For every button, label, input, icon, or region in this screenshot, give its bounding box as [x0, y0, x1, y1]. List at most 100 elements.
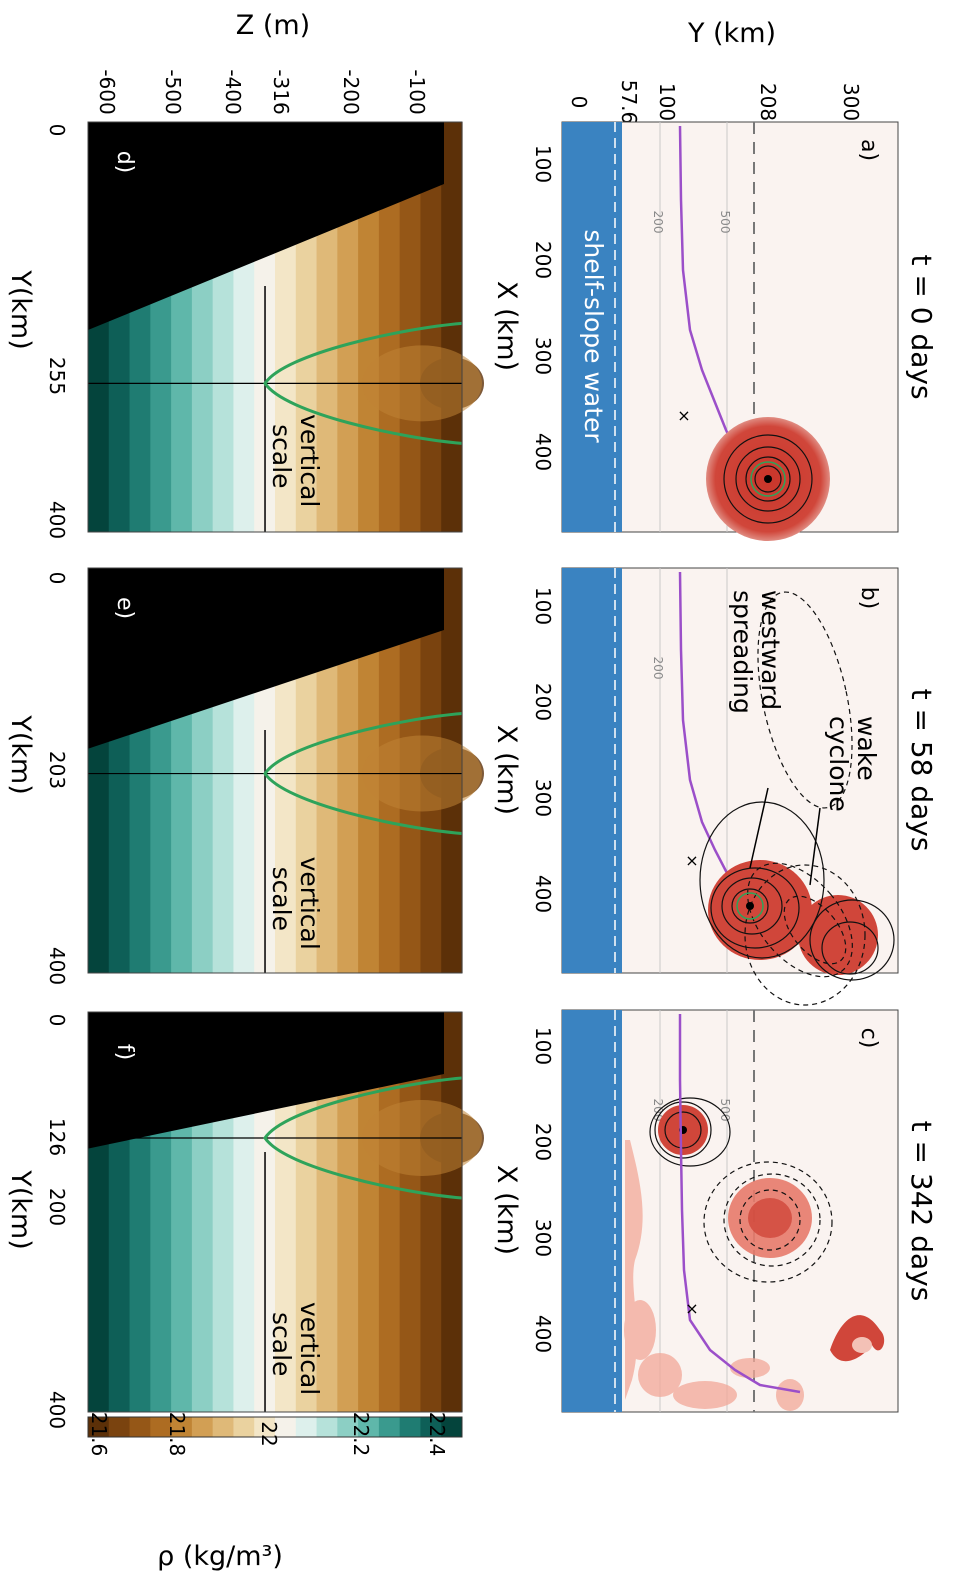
- colorbar-ticks: 22.4 22.2 22 21.8 21.6: [87, 1412, 449, 1457]
- colorbar-swatch: [337, 1417, 359, 1437]
- colorbar-swatch: [108, 1417, 131, 1437]
- colorbar-swatch: [254, 1417, 276, 1437]
- density-layer: [358, 1012, 380, 1412]
- westward-label-1: westward: [756, 590, 785, 710]
- panel-label-b: b): [856, 587, 881, 610]
- vertical-scale-label-1: vertical: [295, 857, 324, 950]
- svg-text:126: 126: [45, 1118, 69, 1156]
- section-frame: [87, 567, 463, 974]
- eddy-b: [708, 860, 812, 960]
- colorbar-swatch: [358, 1417, 380, 1437]
- svg-text:-316: -316: [269, 69, 293, 114]
- svg-text:200: 200: [45, 1188, 69, 1226]
- svg-text:200: 200: [531, 241, 555, 279]
- isobath-label-200-a: 200: [651, 211, 665, 234]
- panel-label-d: d): [112, 151, 137, 174]
- density-layer: [378, 122, 401, 532]
- colorbar-swatch: [420, 1417, 442, 1437]
- svg-text:203: 203: [45, 751, 69, 789]
- shelf-region-a: [562, 122, 622, 532]
- colorbar: [87, 1416, 463, 1438]
- svg-text:300: 300: [531, 337, 555, 375]
- westward-label-2: spreading: [728, 590, 757, 714]
- panel-label-a: a): [856, 139, 881, 161]
- svg-text:22.4: 22.4: [425, 1412, 449, 1457]
- eddy-green-a: [750, 461, 786, 497]
- svg-text:21.6: 21.6: [87, 1412, 111, 1457]
- y-tick-208: 208: [756, 83, 780, 121]
- svg-text:300: 300: [531, 1219, 555, 1257]
- shelf-region-b: [562, 568, 622, 973]
- svg-text:100: 100: [531, 1027, 555, 1065]
- eddy-center-b: [746, 902, 754, 910]
- bottom-ylabel: Z (m): [236, 10, 310, 41]
- eddy-contours-a: [723, 434, 813, 524]
- vertical-scale-label-1: vertical: [295, 414, 324, 507]
- bottom-xlabel-f: Y(km): [5, 1169, 36, 1250]
- panel-label-c: c): [856, 1028, 881, 1049]
- colorbar-swatch: [316, 1417, 338, 1437]
- density-layer: [295, 1012, 318, 1412]
- svg-text:400: 400: [531, 1315, 555, 1353]
- green-profile: [263, 1076, 463, 1200]
- topography: [88, 122, 444, 330]
- vertical-scale-label-2: scale: [267, 424, 296, 488]
- top-xlabel-b: X (km): [491, 725, 522, 815]
- isobath-label-500-c: 500: [718, 1099, 732, 1122]
- colorbar-swatch: [212, 1417, 234, 1437]
- svg-text:21.8: 21.8: [165, 1412, 189, 1457]
- colorbar-swatch: [295, 1417, 318, 1437]
- svg-text:22.2: 22.2: [349, 1412, 373, 1457]
- density-layer: [337, 568, 359, 973]
- colorbar-swatch: [88, 1417, 110, 1437]
- green-profile: [263, 712, 463, 836]
- wake-cyclone-contours-b: [744, 591, 866, 1006]
- wake-label-1: wake: [852, 716, 881, 781]
- svg-text:255: 255: [45, 357, 69, 395]
- track-marker-a: ×: [677, 406, 690, 425]
- topography: [88, 568, 444, 749]
- svg-text:400: 400: [531, 433, 555, 471]
- z-ticks: -600 -500 -400 -316 -200 -100: [95, 69, 429, 114]
- svg-text:22: 22: [257, 1421, 281, 1446]
- panel-label-f: f): [112, 1044, 137, 1060]
- title-b: t = 58 days: [905, 689, 938, 852]
- top-y-ticks: 0 57.6 100 208 300: [567, 80, 863, 125]
- svg-text:400: 400: [45, 1391, 69, 1429]
- vertical-scale-label-2: scale: [267, 1312, 296, 1376]
- colorbar-swatch: [191, 1417, 214, 1437]
- track-marker-b: ×: [685, 851, 698, 870]
- westward-pointer: [749, 787, 769, 869]
- colorbar-swatch: [441, 1417, 463, 1437]
- y-tick-57: 57.6: [617, 80, 641, 125]
- eddy-green-b: [736, 892, 764, 920]
- svg-text:200: 200: [531, 1123, 555, 1161]
- colorbar-swatch: [378, 1417, 401, 1437]
- density-layer: [441, 122, 463, 532]
- topography: [88, 1012, 444, 1149]
- colorbar-swatch: [171, 1417, 193, 1437]
- title-a: t = 0 days: [905, 254, 938, 399]
- top-x-ticks: 100 200 300 400 100 200 300 400 100 200 …: [531, 145, 555, 1353]
- wake-pointer: [809, 807, 821, 886]
- filament-eddy-core-c: [852, 1337, 872, 1353]
- svg-text:400: 400: [45, 501, 69, 539]
- green-profile: [263, 321, 463, 445]
- svg-text:100: 100: [531, 145, 555, 183]
- svg-text:400: 400: [45, 947, 69, 985]
- section-frame: [87, 1011, 463, 1413]
- svg-text:-500: -500: [161, 69, 185, 114]
- colorbar-swatch: [399, 1417, 421, 1437]
- density-layer: [441, 1012, 463, 1412]
- panel-b: 200 × wake cyclone westward spreading b): [561, 567, 899, 1006]
- svg-text:-600: -600: [95, 69, 119, 114]
- y-tick-100: 100: [655, 83, 679, 121]
- track-marker-c: ×: [685, 1299, 698, 1318]
- y-tick-0: 0: [567, 96, 591, 109]
- panel-label-e: e): [112, 597, 137, 619]
- colorbar-swatch: [275, 1417, 297, 1437]
